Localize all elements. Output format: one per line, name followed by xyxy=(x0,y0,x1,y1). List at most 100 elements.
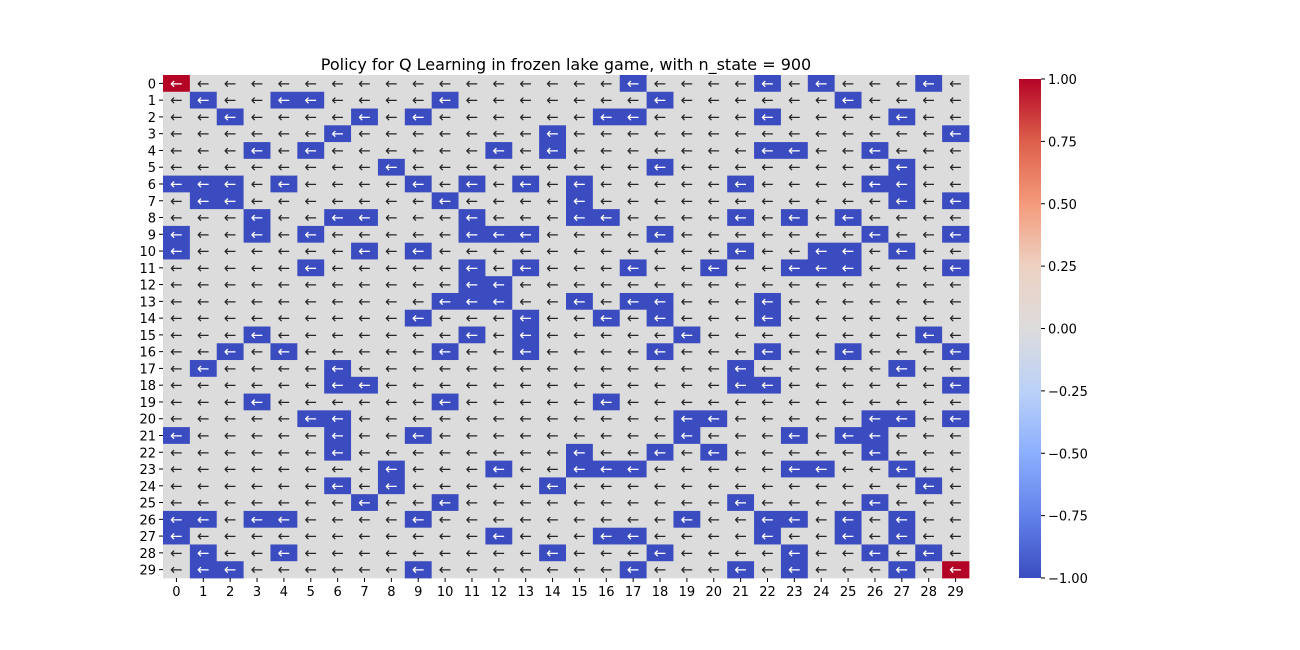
heatmap-cell xyxy=(619,494,647,512)
heatmap-cell xyxy=(727,510,755,529)
cell-arrow-label: ← xyxy=(224,292,237,310)
heatmap-cell xyxy=(888,494,916,512)
cell-arrow-label: ← xyxy=(170,158,183,176)
heatmap-cell xyxy=(458,209,486,227)
heatmap-cell xyxy=(485,276,513,294)
heatmap-cell xyxy=(566,427,594,445)
cell-arrow-label: ← xyxy=(385,276,398,294)
cell-arrow-label: ← xyxy=(331,443,344,461)
heatmap-cell xyxy=(512,108,540,126)
heatmap-cell xyxy=(458,292,486,311)
heatmap-cell xyxy=(646,108,674,126)
heatmap-cell xyxy=(216,427,244,445)
y-axis: 0123456789101112131415161718192021222324… xyxy=(139,77,163,579)
cell-arrow-label: ← xyxy=(949,544,962,562)
heatmap-cell xyxy=(243,527,271,545)
heatmap-cell xyxy=(888,527,916,545)
heatmap-cell xyxy=(297,427,325,445)
x-tick-label: 7 xyxy=(360,585,368,600)
cell-arrow-label: ← xyxy=(600,494,613,512)
heatmap-cell xyxy=(512,477,540,495)
cell-arrow-label: ← xyxy=(278,393,291,411)
heatmap-cell xyxy=(780,175,809,193)
heatmap-cell xyxy=(216,343,244,361)
cell-arrow-label: ← xyxy=(949,158,962,176)
heatmap-cell xyxy=(512,443,540,462)
cell-arrow-label: ← xyxy=(439,326,452,344)
cell-arrow-label: ← xyxy=(573,494,586,512)
heatmap-cell xyxy=(673,192,701,210)
heatmap-cell xyxy=(324,158,352,176)
cell-arrow-label: ← xyxy=(331,141,344,159)
cell-arrow-label: ← xyxy=(788,477,801,495)
cell-arrow-label: ← xyxy=(627,141,640,159)
cell-arrow-label: ← xyxy=(466,192,479,210)
heatmap-cell xyxy=(754,175,782,193)
heatmap-cell xyxy=(807,510,836,529)
heatmap-cell xyxy=(163,477,191,495)
heatmap-cell xyxy=(377,360,406,378)
cell-arrow-label: ← xyxy=(519,561,532,579)
heatmap-cell xyxy=(351,326,379,344)
cell-arrow-label: ← xyxy=(627,158,640,176)
cell-arrow-label: ← xyxy=(681,410,694,428)
heatmap-cell xyxy=(673,343,701,361)
cell-arrow-label: ← xyxy=(573,141,586,159)
cell-arrow-label: ← xyxy=(788,276,801,294)
heatmap-cell xyxy=(458,393,486,411)
heatmap-cell xyxy=(673,175,701,193)
heatmap-cell xyxy=(619,91,647,109)
heatmap-cell xyxy=(807,75,836,93)
heatmap-cell xyxy=(270,125,298,143)
cell-arrow-label: ← xyxy=(788,309,801,327)
heatmap-cell xyxy=(324,276,352,294)
cell-arrow-label: ← xyxy=(842,108,855,126)
heatmap-cell xyxy=(619,561,647,579)
heatmap-cell xyxy=(754,276,782,294)
cell-arrow-label: ← xyxy=(896,376,909,394)
cell-arrow-label: ← xyxy=(439,477,452,495)
heatmap-cell xyxy=(592,393,621,411)
cell-arrow-label: ← xyxy=(896,426,909,444)
heatmap-cell xyxy=(592,142,621,160)
cell-arrow-label: ← xyxy=(734,494,747,512)
cell-arrow-label: ← xyxy=(815,158,828,176)
heatmap-cell xyxy=(566,460,594,478)
cell-arrow-label: ← xyxy=(627,292,640,310)
heatmap-cell xyxy=(592,460,621,478)
cell-arrow-label: ← xyxy=(385,158,398,176)
cell-arrow-label: ← xyxy=(922,410,935,428)
heatmap-cell xyxy=(807,494,836,512)
heatmap-cell xyxy=(834,309,862,327)
heatmap-cell xyxy=(324,225,352,244)
heatmap-cell xyxy=(566,75,594,93)
cell-arrow-label: ← xyxy=(869,376,882,394)
cell-arrow-label: ← xyxy=(573,460,586,478)
cell-arrow-label: ← xyxy=(707,192,720,210)
cell-arrow-label: ← xyxy=(788,494,801,512)
heatmap-cell xyxy=(754,225,782,244)
heatmap-cell xyxy=(888,142,916,160)
cell-arrow-label: ← xyxy=(412,460,425,478)
heatmap-cell xyxy=(754,510,782,529)
cell-arrow-label: ← xyxy=(600,443,613,461)
cell-arrow-label: ← xyxy=(627,276,640,294)
heatmap-cell xyxy=(754,309,782,327)
heatmap-cell xyxy=(243,494,271,512)
heatmap-cell xyxy=(807,360,836,378)
heatmap-cell xyxy=(861,309,889,327)
cell-arrow-label: ← xyxy=(493,426,506,444)
cell-arrow-label: ← xyxy=(493,91,506,109)
heatmap-cell xyxy=(646,376,674,394)
heatmap-cell xyxy=(377,108,406,126)
cell-arrow-label: ← xyxy=(681,494,694,512)
heatmap-cell xyxy=(834,477,862,495)
cell-arrow-label: ← xyxy=(896,359,909,377)
cell-arrow-label: ← xyxy=(573,175,586,193)
heatmap-cell xyxy=(297,376,325,394)
cell-arrow-label: ← xyxy=(707,393,720,411)
heatmap-cell xyxy=(512,544,540,562)
heatmap-cell xyxy=(431,360,459,378)
heatmap-cell xyxy=(163,91,191,109)
heatmap-cell xyxy=(189,494,218,512)
